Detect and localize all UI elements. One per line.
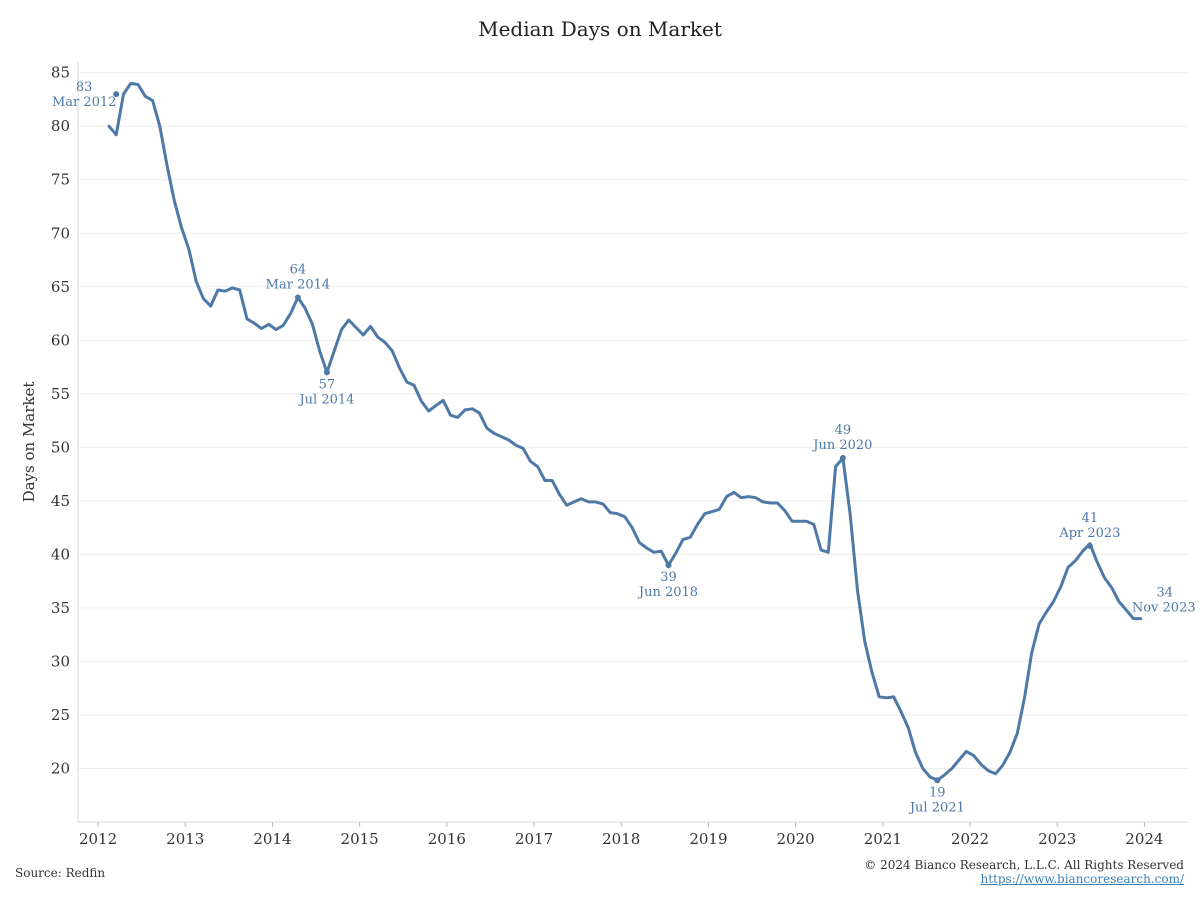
y-tick-label: 45 xyxy=(51,492,70,510)
x-tick-label: 2023 xyxy=(1038,830,1076,848)
source-note: Source: Redfin xyxy=(15,866,106,880)
axes: 20 25 30 35 40 45 50 55 60 65 70 75 80 85 2012 2013 2014… xyxy=(20,62,1188,848)
series-layer xyxy=(107,81,1143,782)
annotation-value: 39 xyxy=(660,570,677,585)
y-tick-label: 35 xyxy=(51,599,70,617)
y-tick-label: 75 xyxy=(51,171,70,189)
annotation-marker xyxy=(934,777,941,784)
gridlines xyxy=(78,72,1188,769)
y-axis-title: Days on Market xyxy=(20,382,38,503)
y-tick-label: 25 xyxy=(51,706,70,724)
copyright-note: © 2024 Bianco Research, L.L.C. All Right… xyxy=(864,858,1184,872)
annotation-date: Jun 2018 xyxy=(637,585,698,600)
annotation-value: 41 xyxy=(1082,511,1099,526)
x-tick-label: 2017 xyxy=(515,830,553,848)
x-tick-label: 2018 xyxy=(602,830,640,848)
annotation-marker xyxy=(665,562,672,569)
y-tick-label: 70 xyxy=(51,224,70,242)
annotation-value: 64 xyxy=(290,262,307,277)
annotation-date: Jul 2021 xyxy=(908,800,965,815)
x-tick-label: 2021 xyxy=(864,830,902,848)
y-tick-label: 40 xyxy=(51,545,70,563)
x-tick-label: 2020 xyxy=(777,830,815,848)
y-tick-label: 50 xyxy=(51,438,70,456)
y-tick-label: 65 xyxy=(51,278,70,296)
x-tick-label: 2024 xyxy=(1125,830,1163,848)
annotation-value: 83 xyxy=(76,80,93,95)
series-line xyxy=(107,81,1143,782)
annotation-marker xyxy=(1086,542,1093,549)
annotation-date: Mar 2012 xyxy=(52,95,117,110)
y-tick-label: 85 xyxy=(51,64,70,82)
annotation-date: Apr 2023 xyxy=(1058,526,1120,541)
annotation-marker xyxy=(294,294,301,301)
annotation-date: Mar 2014 xyxy=(266,277,331,292)
x-tick-label: 2022 xyxy=(951,830,989,848)
annotation-marker xyxy=(839,455,846,462)
website-link[interactable]: https://www.biancoresearch.com/ xyxy=(980,872,1184,886)
x-tick-label: 2019 xyxy=(689,830,727,848)
x-tick-label: 2013 xyxy=(166,830,204,848)
x-tick-label: 2015 xyxy=(341,830,379,848)
x-tick-label: 2012 xyxy=(79,830,117,848)
annotation-date: Jun 2020 xyxy=(811,438,872,453)
annotation-date: Nov 2023 xyxy=(1132,601,1196,616)
y-tick-label: 30 xyxy=(51,652,70,670)
y-tick-label: 20 xyxy=(51,759,70,777)
chart-title: Median Days on Market xyxy=(478,17,722,41)
y-tick-label: 80 xyxy=(51,117,70,135)
y-tick-label: 55 xyxy=(51,385,70,403)
annotation-value: 49 xyxy=(835,423,852,438)
annotation-marker xyxy=(113,91,120,98)
annotation-value: 34 xyxy=(1156,586,1173,601)
y-tick-label: 60 xyxy=(51,331,70,349)
annotation-value: 57 xyxy=(319,377,336,392)
x-tick-label: 2014 xyxy=(253,830,291,848)
x-tick-label: 2016 xyxy=(428,830,466,848)
annotation-date: Jul 2014 xyxy=(297,392,354,407)
annotation-marker xyxy=(323,369,330,376)
annotation-value: 19 xyxy=(929,785,946,800)
